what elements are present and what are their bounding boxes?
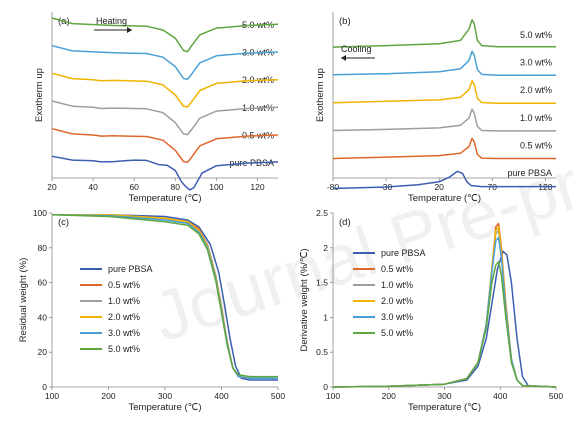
y-tick-label: 2 (323, 243, 328, 253)
panel-label: (b) (339, 16, 351, 27)
series-label: pure PBSA (507, 168, 552, 178)
series-line (51, 72, 279, 108)
legend-label: pure PBSA (381, 248, 426, 258)
x-tick-label: 100 (45, 391, 59, 401)
panel-label: (d) (339, 217, 351, 228)
x-axis-label: Temperature (℃) (408, 193, 481, 204)
annotation-label: Heating (96, 16, 127, 26)
series-line (51, 100, 279, 136)
series-label: 3.0 wt% (520, 58, 552, 68)
chart-panel-4: 100 200 300 400 500 Temperature (℃) Derivative… (299, 208, 563, 413)
x-tick-label: 100 (209, 182, 223, 192)
y-tick-label: 0 (323, 382, 328, 392)
chart-panel-1: 20 40 60 80 100 120 Temperature (℃) Exotherm up… (34, 12, 279, 204)
x-tick-label: 120 (250, 182, 264, 192)
x-tick-label: 500 (549, 391, 563, 401)
legend-label: 2.0 wt% (381, 296, 413, 306)
series-line (51, 127, 279, 164)
x-tick-label: 100 (326, 391, 340, 401)
y-axis-label: Residual weight (%) (18, 258, 29, 342)
series-line (51, 44, 279, 81)
series-line (332, 80, 556, 104)
legend-label: 1.0 wt% (108, 296, 140, 306)
watermark-text: Journal Pre-proof (144, 115, 576, 356)
legend-label: 3.0 wt% (381, 312, 413, 322)
annotation-arrow-head (341, 55, 346, 61)
series-label: 1.0 wt% (520, 113, 552, 123)
annotation-label: Cooling (341, 44, 372, 54)
series-line (51, 155, 279, 191)
x-tick-label: 200 (382, 391, 396, 401)
legend-label: 5.0 wt% (381, 328, 413, 338)
legend-label: pure PBSA (108, 264, 153, 274)
legend-label: 0.5 wt% (108, 280, 140, 290)
series-label: 0.5 wt% (520, 141, 552, 151)
y-tick-label: 1.5 (316, 278, 328, 288)
y-tick-label: 80 (38, 243, 48, 253)
series-line (332, 170, 556, 190)
y-tick-label: 0.5 (316, 347, 328, 357)
y-tick-label: 100 (33, 208, 47, 218)
y-axis-label: Exotherm up (34, 68, 45, 122)
x-tick-label: 20 (47, 182, 57, 192)
x-tick-label: 400 (493, 391, 507, 401)
series-line (332, 260, 557, 388)
legend-label: 5.0 wt% (108, 344, 140, 354)
series-label: 2.0 wt% (520, 85, 552, 95)
x-tick-label: 200 (101, 391, 115, 401)
y-tick-label: 60 (38, 278, 48, 288)
series-line (51, 17, 279, 53)
legend-label: 1.0 wt% (381, 280, 413, 290)
legend-label: 2.0 wt% (108, 312, 140, 322)
legend-label: 3.0 wt% (108, 328, 140, 338)
y-axis-label: Exotherm up (315, 68, 326, 122)
panel-label: (c) (58, 217, 69, 228)
x-tick-label: 80 (171, 182, 181, 192)
x-axis-label: Temperature (℃) (408, 402, 481, 413)
y-tick-label: 20 (38, 347, 48, 357)
x-axis-label: Temperature (℃) (129, 402, 202, 413)
series-line (51, 213, 278, 378)
annotation-arrow-head (127, 27, 132, 33)
x-tick-label: 60 (129, 182, 139, 192)
x-tick-label: 40 (88, 182, 98, 192)
series-line (332, 50, 556, 76)
series-line (332, 19, 556, 48)
y-tick-label: 2.5 (316, 208, 328, 218)
y-axis-label: Derivative weight (%/℃) (299, 248, 310, 351)
series-label: 5.0 wt% (520, 30, 552, 40)
y-tick-label: 1 (323, 312, 328, 322)
x-tick-label: -80 (327, 182, 340, 192)
series-line (52, 213, 278, 381)
x-tick-label: 500 (271, 391, 285, 401)
x-tick-label: 400 (214, 391, 228, 401)
y-tick-label: 0 (42, 382, 47, 392)
y-tick-label: 40 (38, 312, 48, 322)
x-tick-label: 300 (437, 391, 451, 401)
legend-label: 0.5 wt% (381, 264, 413, 274)
x-axis-label: Temperature (℃) (129, 193, 202, 204)
x-tick-label: 300 (158, 391, 172, 401)
series-line (332, 108, 556, 132)
series-line (332, 137, 556, 160)
x-tick-label: 20 (434, 182, 444, 192)
